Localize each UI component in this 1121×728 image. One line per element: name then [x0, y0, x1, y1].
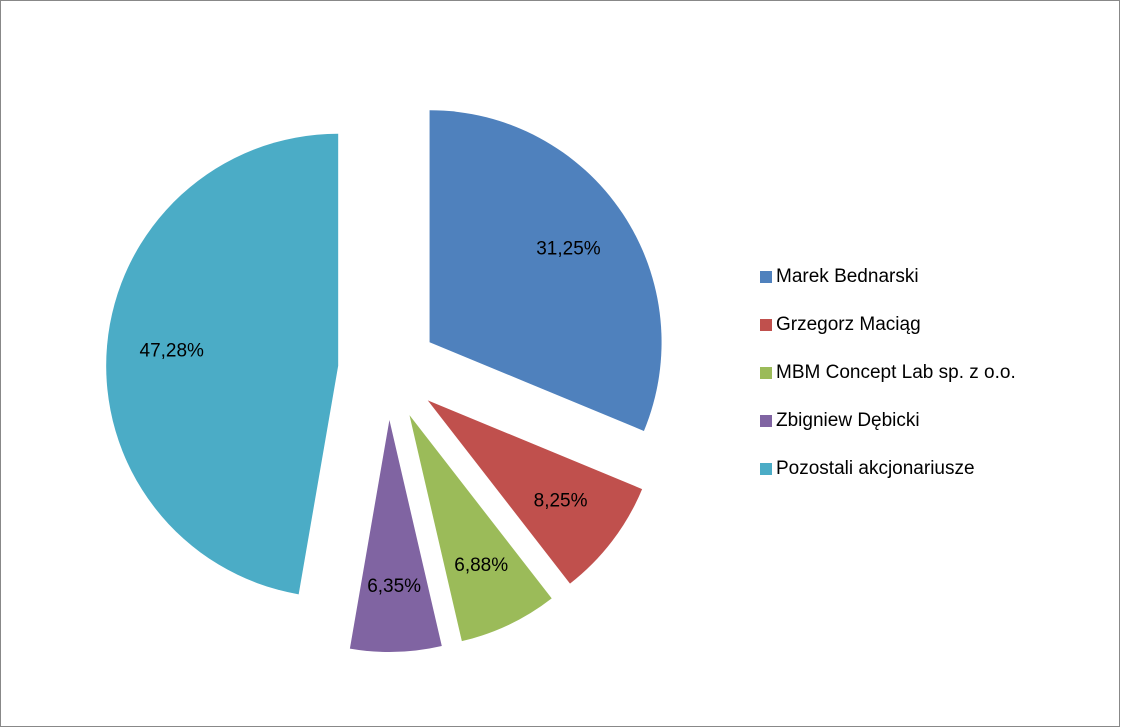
pie-slice: [409, 415, 552, 642]
legend-swatch: [760, 463, 772, 475]
data-label: 47,28%: [140, 340, 205, 361]
legend-swatch: [760, 271, 772, 283]
legend-label: MBM Concept Lab sp. z o.o.: [776, 362, 1016, 383]
pie-slice: [349, 419, 442, 652]
pie-slice: [427, 400, 643, 584]
data-label: 31,25%: [536, 238, 601, 259]
data-label: 6,88%: [454, 555, 508, 576]
legend-swatch: [760, 367, 772, 379]
data-label: 8,25%: [534, 491, 588, 512]
legend-label: Pozostali akcjonariusze: [776, 458, 975, 479]
pie-slice: [106, 133, 339, 595]
legend-swatch: [760, 319, 772, 331]
pie-slice: [429, 110, 662, 431]
legend-label: Zbigniew Dębicki: [776, 410, 920, 431]
legend-swatch: [760, 415, 772, 427]
legend-label: Grzegorz Maciąg: [776, 314, 921, 335]
legend-label: Marek Bednarski: [776, 266, 919, 287]
data-label: 6,35%: [367, 576, 421, 597]
